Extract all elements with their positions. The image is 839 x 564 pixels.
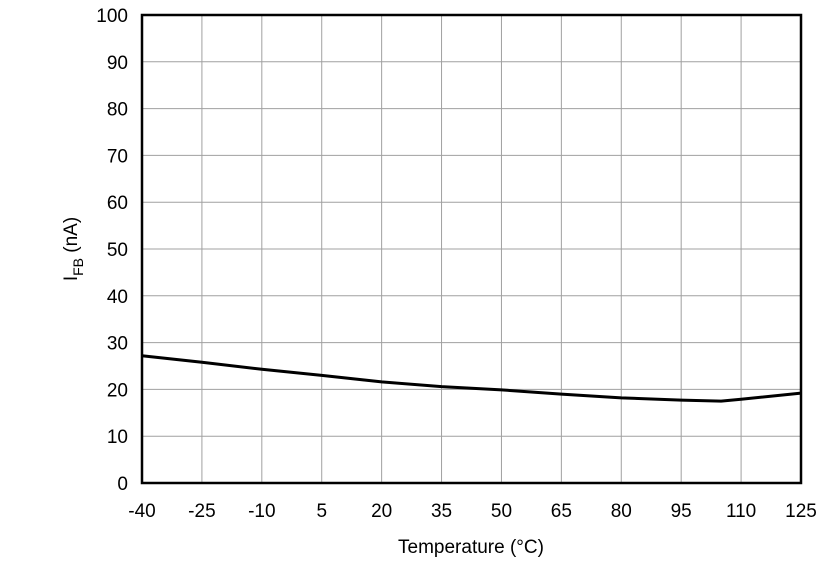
x-tick-label: 5 — [316, 501, 327, 522]
y-tick-label: 100 — [96, 6, 128, 27]
x-tick-label: -25 — [188, 501, 215, 522]
x-axis-label: Temperature (°C) — [398, 537, 544, 558]
series-line — [141, 354, 802, 403]
x-tick-label: -10 — [248, 501, 275, 522]
x-tick-label: -40 — [128, 501, 155, 522]
y-tick-label: 40 — [107, 287, 128, 308]
x-tick-label: 50 — [491, 501, 512, 522]
plot-frame — [140, 13, 803, 485]
y-tick-label: 60 — [107, 193, 128, 214]
x-tick-label: 35 — [431, 501, 452, 522]
y-tick-label: 90 — [107, 53, 128, 74]
x-tick-label: 20 — [371, 501, 392, 522]
y-tick-label: 50 — [107, 240, 128, 261]
x-tick-label: 125 — [785, 501, 817, 522]
y-tick-label: 80 — [107, 100, 128, 121]
x-tick-label: 110 — [726, 501, 756, 522]
x-tick-label: 80 — [611, 501, 632, 522]
y-tick-label: 10 — [107, 427, 128, 448]
x-tick-label: 65 — [551, 501, 572, 522]
x-tick-label: 95 — [671, 501, 692, 522]
y-axis-label: IFB (nA) — [61, 217, 86, 281]
y-tick-label: 70 — [107, 146, 128, 167]
y-tick-label: 0 — [117, 474, 128, 495]
y-tick-label: 30 — [107, 334, 128, 355]
y-tick-label: 20 — [107, 380, 128, 401]
